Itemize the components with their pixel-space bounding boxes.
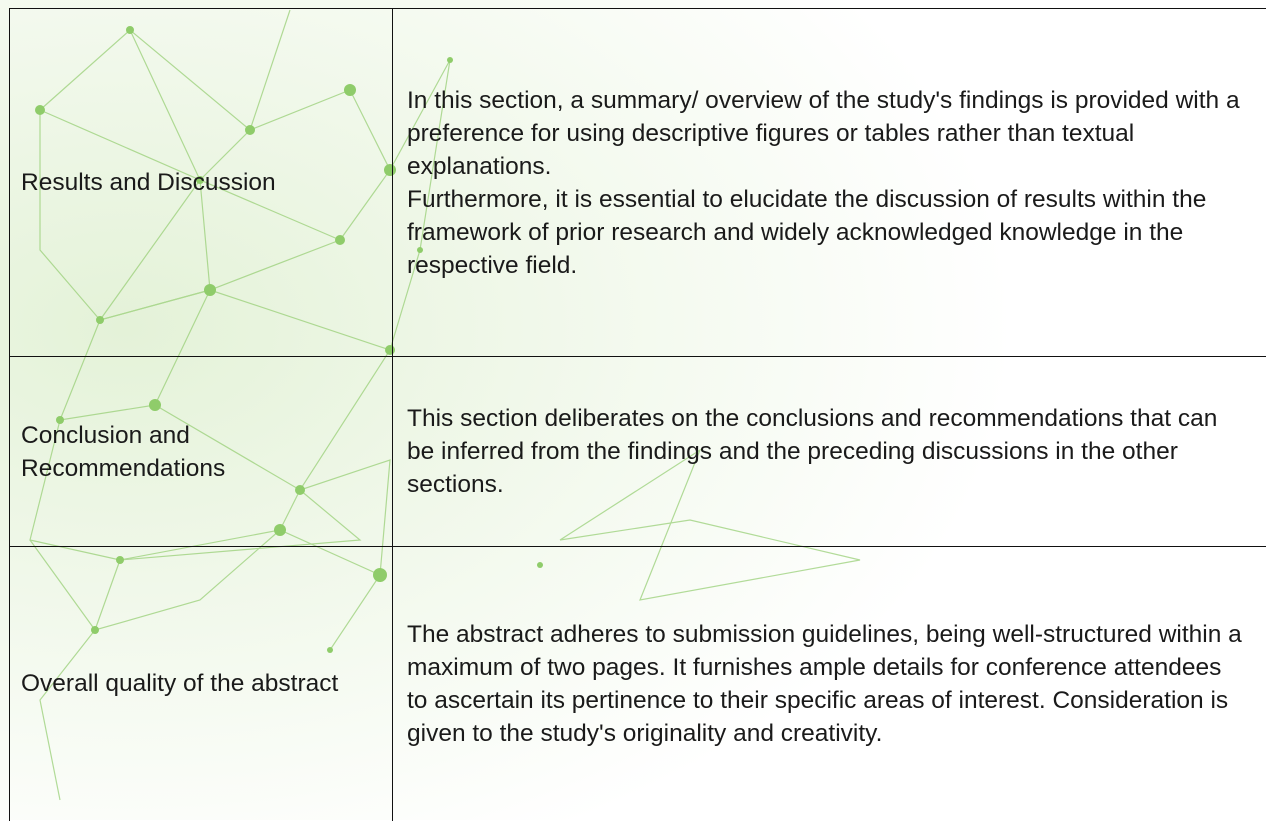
criterion-description: In this section, a summary/ overview of … [393, 9, 1266, 357]
description-paragraph: The abstract adheres to submission guide… [407, 618, 1246, 750]
description-paragraph: In this section, a summary/ overview of … [407, 84, 1246, 183]
description-paragraph: Furthermore, it is essential to elucidat… [407, 183, 1246, 282]
criterion-label: Results and Discussion [10, 9, 393, 357]
criterion-label: Overall quality of the abstract [10, 547, 393, 821]
description-paragraph: This section deliberates on the conclusi… [407, 402, 1246, 501]
criterion-label: Conclusion and Recommendations [10, 357, 393, 547]
criterion-description: The abstract adheres to submission guide… [393, 547, 1266, 821]
criterion-description: This section deliberates on the conclusi… [393, 357, 1266, 547]
